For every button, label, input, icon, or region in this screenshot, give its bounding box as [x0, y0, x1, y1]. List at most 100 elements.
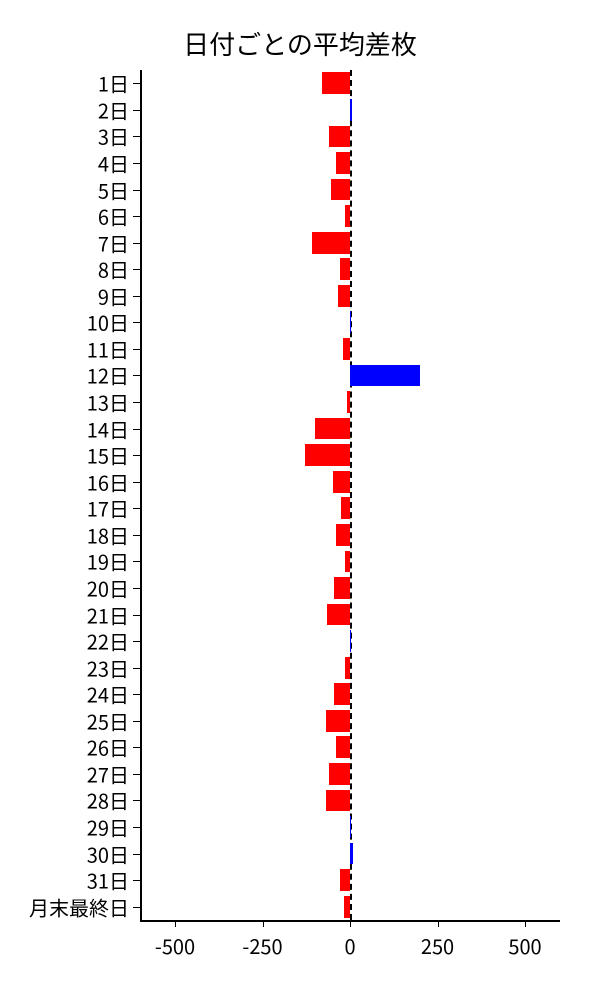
- chart-container: 日付ごとの平均差枚 1日2日3日4日5日6日7日8日9日10日11日12日13日…: [0, 0, 600, 1000]
- bar: [334, 577, 350, 599]
- y-tick: [133, 800, 140, 801]
- y-tick-label: 15日: [87, 441, 129, 470]
- y-tick: [133, 296, 140, 297]
- y-tick-label: 8日: [98, 255, 129, 284]
- x-tick: [263, 920, 264, 927]
- x-tick: [525, 920, 526, 927]
- y-tick-label: 10日: [87, 308, 129, 337]
- y-tick: [133, 349, 140, 350]
- bar: [350, 843, 353, 865]
- bar: [312, 232, 351, 254]
- x-tick-label: 500: [508, 931, 541, 960]
- bar: [333, 471, 351, 493]
- y-tick-label: 21日: [87, 600, 129, 629]
- y-tick: [133, 83, 140, 84]
- y-tick-label: 19日: [87, 547, 129, 576]
- bar: [329, 763, 350, 785]
- y-tick-label: 3日: [98, 122, 129, 151]
- bar: [350, 99, 352, 121]
- y-tick-label: 27日: [87, 759, 129, 788]
- y-tick: [133, 774, 140, 775]
- bar: [350, 311, 351, 333]
- bar: [315, 418, 350, 440]
- bar: [329, 126, 350, 148]
- y-tick: [133, 827, 140, 828]
- y-tick-label: 26日: [87, 733, 129, 762]
- x-tick-label: -250: [242, 931, 282, 960]
- y-tick-label: 23日: [87, 653, 129, 682]
- bar: [350, 365, 420, 387]
- y-tick: [133, 375, 140, 376]
- y-tick: [133, 110, 140, 111]
- y-tick-label: 16日: [87, 467, 129, 496]
- y-tick: [133, 508, 140, 509]
- bar: [336, 524, 350, 546]
- bar: [341, 497, 350, 519]
- y-tick-label: 25日: [87, 706, 129, 735]
- y-tick-label: 5日: [98, 175, 129, 204]
- y-tick: [133, 243, 140, 244]
- y-tick-label: 7日: [98, 228, 129, 257]
- x-tick: [438, 920, 439, 927]
- bar: [345, 205, 350, 227]
- y-tick: [133, 163, 140, 164]
- plot-area: 1日2日3日4日5日6日7日8日9日10日11日12日13日14日15日16日1…: [140, 70, 560, 920]
- y-tick: [133, 535, 140, 536]
- y-axis-line: [140, 70, 142, 920]
- y-tick: [133, 190, 140, 191]
- x-tick-label: -500: [155, 931, 195, 960]
- bar: [340, 869, 351, 891]
- y-tick-label: 31日: [87, 866, 129, 895]
- y-tick-label: 24日: [87, 680, 129, 709]
- y-tick: [133, 694, 140, 695]
- y-tick-label: 17日: [87, 494, 129, 523]
- y-tick-label: 12日: [87, 361, 129, 390]
- y-tick-label: 20日: [87, 573, 129, 602]
- y-tick: [133, 561, 140, 562]
- bar: [334, 683, 350, 705]
- y-tick: [133, 402, 140, 403]
- y-tick-label: 18日: [87, 520, 129, 549]
- y-tick: [133, 854, 140, 855]
- bar: [336, 736, 350, 758]
- y-tick: [133, 747, 140, 748]
- y-tick-label: 28日: [87, 786, 129, 815]
- y-tick: [133, 322, 140, 323]
- bar: [326, 790, 351, 812]
- bar: [331, 179, 350, 201]
- bar: [343, 338, 350, 360]
- bar: [347, 391, 351, 413]
- y-tick-label: 29日: [87, 813, 129, 842]
- y-tick: [133, 136, 140, 137]
- bar: [345, 657, 350, 679]
- x-tick-label: 250: [421, 931, 454, 960]
- bar: [326, 710, 351, 732]
- y-tick-label: 11日: [87, 334, 129, 363]
- y-tick-label: 4日: [98, 148, 129, 177]
- bar: [350, 816, 351, 838]
- bar: [344, 896, 350, 918]
- y-tick: [133, 455, 140, 456]
- y-tick-label: 22日: [87, 627, 129, 656]
- x-tick: [350, 920, 351, 927]
- bar: [345, 551, 350, 573]
- x-tick: [175, 920, 176, 927]
- y-tick-label: 6日: [98, 202, 129, 231]
- bar: [327, 604, 350, 626]
- y-tick-label: 30日: [87, 839, 129, 868]
- y-tick-label: 月末最終日: [29, 892, 129, 921]
- y-tick: [133, 668, 140, 669]
- y-tick-label: 9日: [98, 281, 129, 310]
- y-tick: [133, 588, 140, 589]
- y-tick: [133, 907, 140, 908]
- bar: [340, 258, 351, 280]
- bar: [336, 152, 350, 174]
- y-tick: [133, 721, 140, 722]
- y-tick-label: 14日: [87, 414, 129, 443]
- bar: [305, 444, 351, 466]
- y-tick: [133, 216, 140, 217]
- y-tick-label: 13日: [87, 388, 129, 417]
- bar: [338, 285, 350, 307]
- x-tick-label: 0: [344, 931, 355, 960]
- y-tick: [133, 615, 140, 616]
